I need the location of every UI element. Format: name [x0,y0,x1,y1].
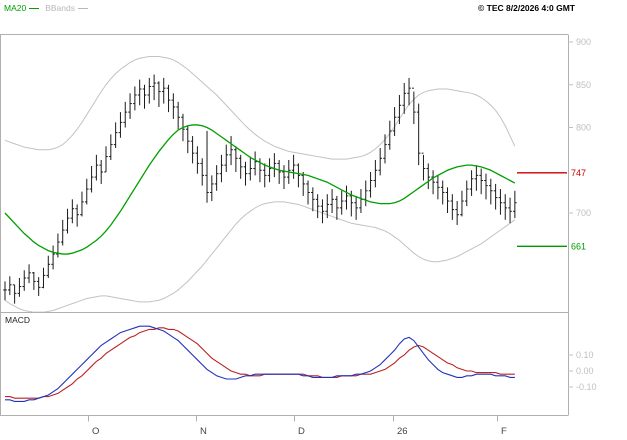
ma20-line [4,124,516,255]
month-label: N [200,426,207,437]
chart-legend: MA20 BBands [4,3,88,13]
macd-pane-label: MACD [5,315,31,325]
price-axis-label: 700 [576,208,591,218]
month-label: D [298,426,305,437]
price-axis-label: 800 [576,123,591,133]
ma20-legend-dash [29,7,40,9]
macd-axis-label: -0.10 [576,382,597,392]
bbands-legend: BBands [45,3,88,13]
price-axis-label: 900 [576,37,591,47]
bbands-legend-label: BBands [45,3,75,13]
resistance-level-label: 747 [571,168,586,178]
bollinger-lower-line [4,201,516,312]
ma20-legend: MA20 [4,3,40,13]
macd-axis-label: 0.10 [576,350,594,360]
macd-line [5,325,515,402]
candlestick-series [3,74,517,304]
support-level-label: 661 [571,241,586,251]
bbands-legend-dash [78,7,88,9]
price-axis-label: 850 [576,80,591,90]
month-label: F [501,426,507,437]
month-label: O [92,426,99,437]
bollinger-upper-line [4,56,516,160]
ma20-legend-label: MA20 [4,3,27,13]
macd-axis-label: 0.00 [576,366,594,376]
chart-frame [0,34,569,416]
copyright-text: © TEC 8/2/2026 4:0 GMT [478,3,575,13]
macd-signal-line [5,327,515,399]
month-label: 26 [397,426,408,437]
